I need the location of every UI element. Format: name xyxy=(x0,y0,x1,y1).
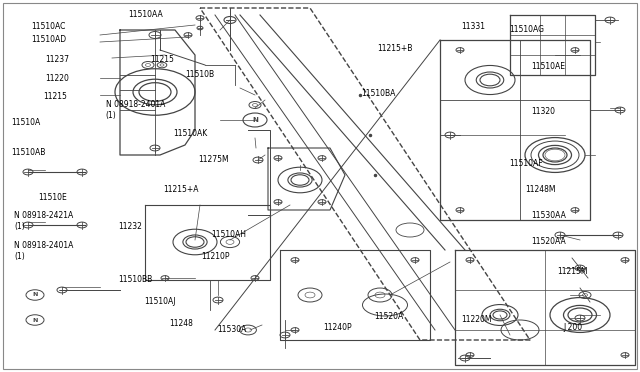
Text: 11510AK: 11510AK xyxy=(173,129,207,138)
Text: 11320: 11320 xyxy=(531,107,555,116)
Text: N 08918-2421A: N 08918-2421A xyxy=(14,211,74,220)
Text: 11232: 11232 xyxy=(118,222,142,231)
Text: 11215: 11215 xyxy=(150,55,174,64)
Text: N 08918-2401A: N 08918-2401A xyxy=(14,241,74,250)
Text: 11510AC: 11510AC xyxy=(31,22,65,31)
Text: 11510AH: 11510AH xyxy=(211,230,246,239)
Text: 11510E: 11510E xyxy=(38,193,67,202)
Text: 11510AF: 11510AF xyxy=(509,159,543,168)
Text: N 08918-2401A: N 08918-2401A xyxy=(106,100,165,109)
Text: 11275M: 11275M xyxy=(198,155,229,164)
Text: 11237: 11237 xyxy=(45,55,69,64)
Text: 11215M: 11215M xyxy=(557,267,588,276)
Text: N: N xyxy=(252,117,258,123)
Text: 11510AA: 11510AA xyxy=(128,10,163,19)
Text: N: N xyxy=(32,292,38,298)
Text: J 200: J 200 xyxy=(563,323,582,332)
Text: 11331: 11331 xyxy=(461,22,485,31)
Text: 11510BB: 11510BB xyxy=(118,275,153,283)
Text: 11240P: 11240P xyxy=(323,323,352,332)
Text: (1): (1) xyxy=(14,222,25,231)
Text: 11510BA: 11510BA xyxy=(362,89,396,97)
Text: 11530A: 11530A xyxy=(218,325,247,334)
Text: 11215+A: 11215+A xyxy=(163,185,198,194)
Text: 11510B: 11510B xyxy=(186,70,215,79)
Text: 11215: 11215 xyxy=(44,92,67,101)
Text: (1): (1) xyxy=(14,252,25,261)
Text: 11220: 11220 xyxy=(45,74,68,83)
Text: 11510AG: 11510AG xyxy=(509,25,544,34)
Text: 11210P: 11210P xyxy=(202,252,230,261)
Text: 11520AA: 11520AA xyxy=(531,237,566,246)
Text: N: N xyxy=(32,317,38,323)
Text: 11220M: 11220M xyxy=(461,315,492,324)
Text: 11215+B: 11215+B xyxy=(378,44,413,53)
Text: 11530AA: 11530AA xyxy=(531,211,566,220)
Text: 11510AB: 11510AB xyxy=(12,148,46,157)
Text: 11248: 11248 xyxy=(170,319,193,328)
Text: 11510AJ: 11510AJ xyxy=(144,297,175,306)
Text: 11520A: 11520A xyxy=(374,312,404,321)
Text: 11510AD: 11510AD xyxy=(31,35,66,44)
Text: 11510A: 11510A xyxy=(12,118,41,127)
Text: (1): (1) xyxy=(106,111,116,120)
Text: 11248M: 11248M xyxy=(525,185,556,194)
Text: 11510AE: 11510AE xyxy=(531,62,565,71)
